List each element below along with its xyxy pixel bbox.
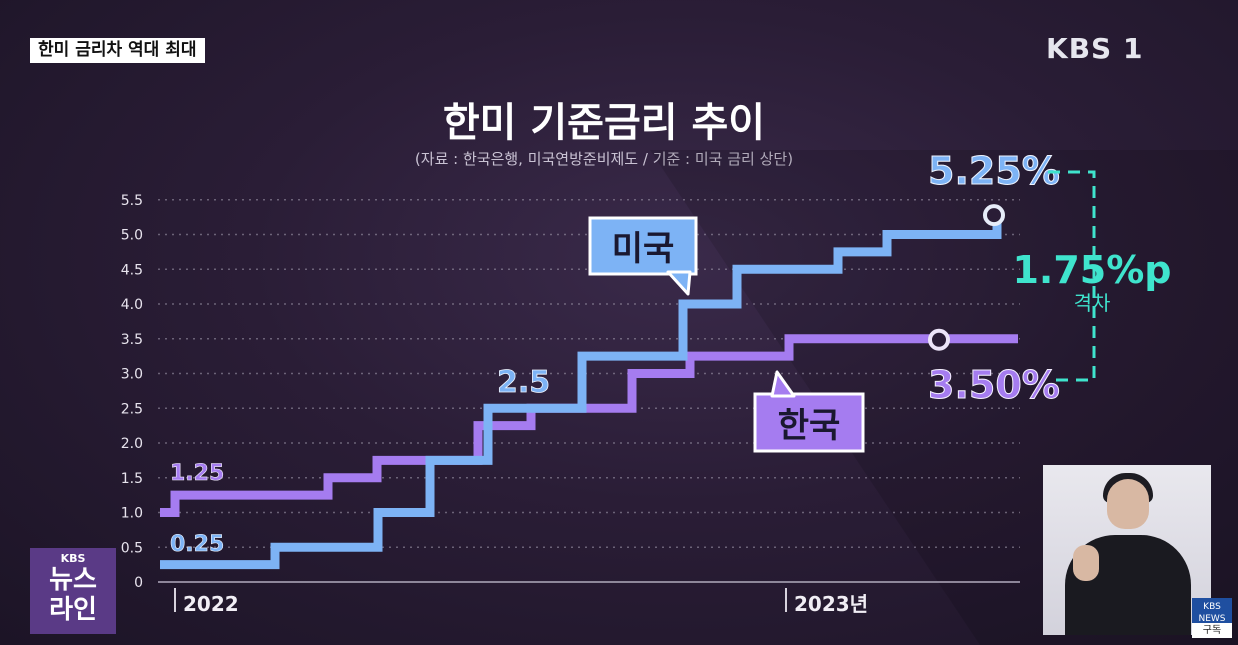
us-callout-box xyxy=(588,216,698,276)
news-logo-kbs: KBS xyxy=(60,552,86,565)
us-end-label: 5.25% xyxy=(928,149,1060,193)
y-tick-label: 5.5 xyxy=(121,193,143,209)
x-tick-label: 2022 xyxy=(183,592,239,616)
news-line-logo: KBS 뉴스 라인 xyxy=(30,548,116,634)
us-series-name: 미국 xyxy=(612,229,675,269)
interpreter-face xyxy=(1107,479,1149,529)
us-end-point xyxy=(983,204,1005,227)
subscribe-label: 구독 xyxy=(1202,625,1222,636)
y-tick-label: 4.5 xyxy=(121,262,143,278)
korea-callout-pointer xyxy=(770,370,796,398)
subscribe-logo: KBS NEWS xyxy=(1192,598,1232,624)
us-rate-line xyxy=(160,217,1002,570)
y-tick-label: 1.0 xyxy=(121,506,143,522)
y-tick-label: 3.5 xyxy=(121,332,143,348)
chart-source: (자료 : 한국은행, 미국연방준비제도 / 기준 : 미국 금리 상단) xyxy=(414,150,794,168)
korea-start-label: 1.25 xyxy=(170,461,224,486)
news-logo-line1: 뉴스 xyxy=(49,565,97,595)
us-start-label: 0.25 xyxy=(170,532,224,557)
korea-end-label: 3.50% xyxy=(928,363,1060,407)
headline-tag: 한미 금리차 역대 최대 xyxy=(30,38,205,63)
us-callout-pointer xyxy=(666,270,692,296)
subscribe-button[interactable]: KBS NEWS 구독 xyxy=(1192,598,1232,638)
y-tick-label: 0.5 xyxy=(121,540,143,556)
us-mid-label: 2.5 xyxy=(497,365,550,400)
sign-language-interpreter xyxy=(1043,465,1211,635)
gap-label: 격차 xyxy=(1074,291,1111,315)
gap-value: 1.75%p xyxy=(1012,248,1171,292)
chart-title: 한미 기준금리 추이 xyxy=(442,100,766,146)
korea-series-name: 한국 xyxy=(778,406,841,446)
y-tick-label: 3.0 xyxy=(121,367,143,383)
korea-end-point xyxy=(928,328,950,351)
news-logo-line2: 라인 xyxy=(49,595,97,625)
kbs-logo: KBS 1 xyxy=(1046,32,1144,65)
korea-rate-line xyxy=(160,334,1018,517)
gap-bracket xyxy=(1048,170,1096,382)
x-tick-label: 2023년 xyxy=(794,592,868,616)
y-tick-label: 2.5 xyxy=(121,401,143,417)
y-tick-label: 1.5 xyxy=(121,471,143,487)
interpreter-hand xyxy=(1073,545,1099,581)
korea-callout-box xyxy=(753,392,865,453)
y-tick-label: 2.0 xyxy=(121,436,143,452)
y-tick-label: 5.0 xyxy=(121,228,143,244)
y-tick-label: 4.0 xyxy=(121,297,143,313)
y-tick-label: 0 xyxy=(134,575,143,591)
